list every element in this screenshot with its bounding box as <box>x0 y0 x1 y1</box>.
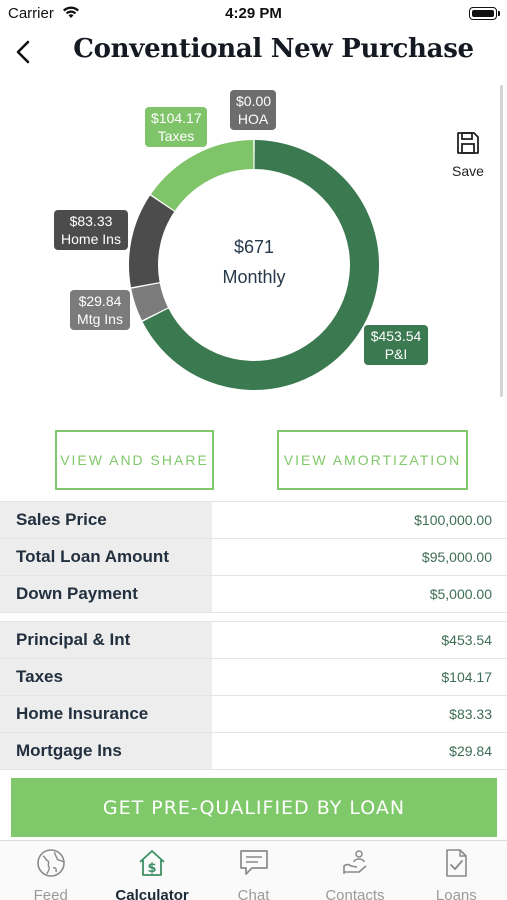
table-row: Down Payment $5,000.00 <box>0 576 507 613</box>
table-row: Sales Price $100,000.00 <box>0 502 507 539</box>
home-ins-name: Home Ins <box>61 231 121 247</box>
row-label: Total Loan Amount <box>0 539 212 575</box>
calculator-icon: $ <box>136 847 168 884</box>
payment-donut-chart <box>129 140 379 390</box>
row-label: Down Payment <box>0 576 212 612</box>
tab-label: Contacts <box>325 887 385 900</box>
taxes-callout: $104.17 Taxes <box>145 107 207 147</box>
save-button[interactable]: Save <box>446 130 490 179</box>
hoa-name: HOA <box>237 111 269 127</box>
home-ins-value: $83.33 <box>69 213 113 229</box>
taxes-value: $104.17 <box>151 110 202 126</box>
svg-text:$: $ <box>148 861 157 876</box>
scroll-indicator <box>500 85 503 397</box>
table-row: Home Insurance $83.33 <box>0 696 507 733</box>
table-row: Mortgage Ins $29.84 <box>0 733 507 770</box>
row-label: Principal & Int <box>0 622 212 658</box>
row-value: $83.33 <box>449 706 492 722</box>
table-row: Total Loan Amount $95,000.00 <box>0 539 507 576</box>
tab-loans[interactable]: Loans <box>406 841 507 900</box>
donut-slice-mtg-ins <box>131 283 168 321</box>
row-value: $29.84 <box>449 743 492 759</box>
donut-center: $671 Monthly <box>180 232 328 292</box>
tab-calculator[interactable]: $ Calculator <box>101 841 202 900</box>
taxes-name: Taxes <box>157 128 195 144</box>
wifi-icon <box>62 5 80 24</box>
donut-slice-home-ins <box>129 195 175 288</box>
status-time: 4:29 PM <box>225 5 282 22</box>
mtg-ins-callout: $29.84 Mtg Ins <box>70 290 130 330</box>
donut-slice-taxes <box>150 140 254 211</box>
floppy-disk-icon <box>455 132 481 160</box>
battery-icon <box>469 7 500 20</box>
tab-label: Loans <box>435 887 477 900</box>
hoa-callout: $0.00 HOA <box>230 90 276 130</box>
payment-breakdown-table: Principal & Int $453.54 Taxes $104.17 Ho… <box>0 621 507 770</box>
loans-icon <box>440 847 472 884</box>
pi-name: P&I <box>384 346 408 362</box>
home-ins-callout: $83.33 Home Ins <box>54 210 128 250</box>
table-row: Principal & Int $453.54 <box>0 622 507 659</box>
tab-label: Chat <box>237 887 270 900</box>
save-label: Save <box>452 163 484 179</box>
row-value: $100,000.00 <box>414 512 492 528</box>
contacts-icon <box>339 847 371 884</box>
tab-bar: Feed $ Calculator Chat Contacts Loans <box>0 840 507 900</box>
get-pre-qualified-button[interactable]: GET PRE-QUALIFIED BY LOAN <box>11 778 497 837</box>
view-and-share-button[interactable]: VIEW AND SHARE <box>55 430 214 490</box>
nav-bar: Conventional New Purchase <box>0 28 507 76</box>
row-value: $104.17 <box>441 669 492 685</box>
pi-value: $453.54 <box>370 328 422 344</box>
mtg-ins-value: $29.84 <box>78 293 122 309</box>
page-title: Conventional New Purchase <box>73 34 474 64</box>
pi-callout: $453.54 P&I <box>364 325 428 365</box>
row-value: $5,000.00 <box>429 586 492 602</box>
tab-contacts[interactable]: Contacts <box>304 841 405 900</box>
status-bar: Carrier 4:29 PM <box>0 0 507 30</box>
row-value: $95,000.00 <box>421 549 492 565</box>
loan-summary-table: Sales Price $100,000.00 Total Loan Amoun… <box>0 501 507 613</box>
chat-icon <box>238 847 270 884</box>
row-value: $453.54 <box>441 632 492 648</box>
row-label: Home Insurance <box>0 696 212 732</box>
row-label: Mortgage Ins <box>0 733 212 769</box>
view-amortization-button[interactable]: VIEW AMORTIZATION <box>277 430 468 490</box>
hoa-value: $0.00 <box>236 93 272 109</box>
row-label: Sales Price <box>0 502 212 538</box>
monthly-total: $671 <box>233 237 275 257</box>
table-row: Taxes $104.17 <box>0 659 507 696</box>
tab-feed[interactable]: Feed <box>0 841 101 900</box>
tab-chat[interactable]: Chat <box>203 841 304 900</box>
carrier-label: Carrier <box>8 5 54 22</box>
row-label: Taxes <box>0 659 212 695</box>
tab-label: Calculator <box>115 887 189 900</box>
tab-label: Feed <box>33 887 68 900</box>
monthly-label: Monthly <box>222 267 286 287</box>
back-chevron-icon[interactable] <box>10 34 38 70</box>
mtg-ins-name: Mtg Ins <box>77 311 123 327</box>
globe-icon <box>35 847 67 884</box>
